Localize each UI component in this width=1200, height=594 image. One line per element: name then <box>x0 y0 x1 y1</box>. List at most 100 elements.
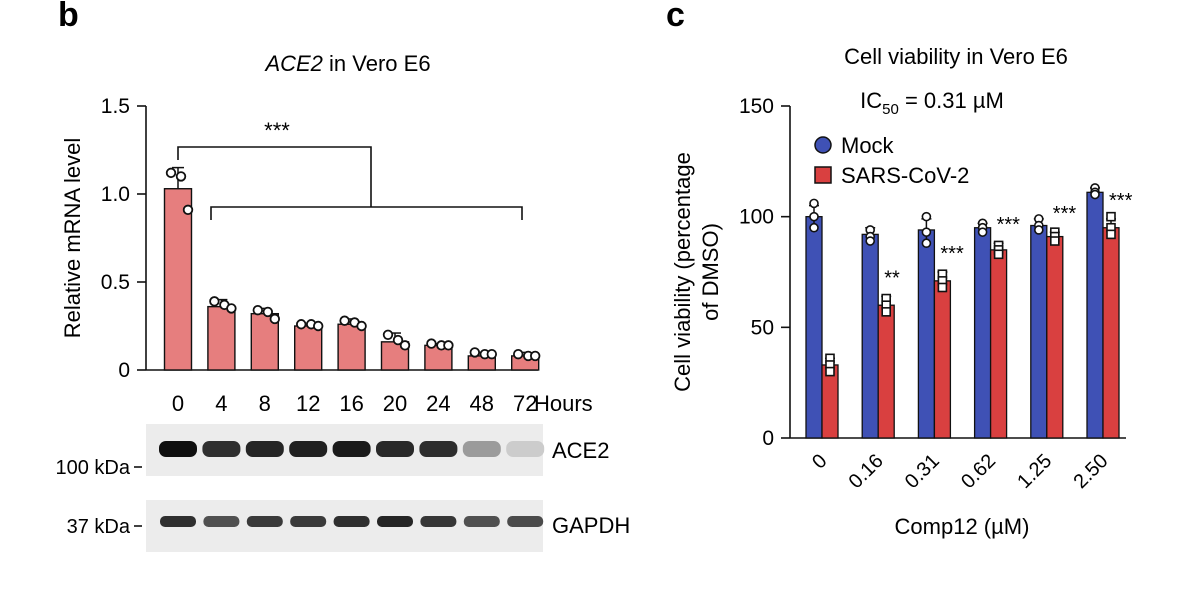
gapdh-marker-label: 37 kDa <box>67 516 131 538</box>
b-chart-title: ACE2 in Vero E6 <box>263 51 430 76</box>
b-data-point <box>443 340 454 351</box>
b-data-point <box>296 319 307 330</box>
legend-mock-label: Mock <box>841 133 895 158</box>
b-x-tick-labels: 0 4 8 12 16 20 24 48 72 <box>172 391 538 416</box>
b-x-tick-label: 16 <box>339 391 363 416</box>
c-data-point-sars <box>993 249 1004 260</box>
c-bar-sars <box>933 280 952 439</box>
gapdh-band <box>507 516 544 527</box>
gapdh-band <box>377 516 413 527</box>
c-y-tick-label: 150 <box>739 95 774 118</box>
ace2-marker-label: 100 kDa <box>56 457 131 479</box>
b-data-point <box>175 171 187 182</box>
b-x-tick-label: 0 <box>172 391 184 416</box>
c-data-point-sars <box>825 366 835 377</box>
c-ic50-prefix: IC <box>860 88 882 113</box>
c-bar-mock <box>1030 224 1048 439</box>
b-bar <box>207 305 236 371</box>
b-x-tick-label: 4 <box>215 391 227 416</box>
b-x-tick-label: 12 <box>296 391 320 416</box>
c-bar-sars <box>989 249 1008 439</box>
ace2-bands <box>159 441 545 457</box>
c-bar-sars <box>877 304 895 439</box>
gapdh-band <box>463 516 500 527</box>
c-data-point-mock <box>809 222 819 233</box>
gapdh-bands <box>160 516 544 527</box>
b-y-tick-label: 0 <box>118 359 130 382</box>
c-data-point-mock <box>865 236 876 246</box>
c-x-tick-label: 0.31 <box>901 450 944 493</box>
c-bars: ************** <box>805 183 1133 439</box>
b-title-gene: ACE2 <box>263 51 322 76</box>
ace2-band <box>332 441 371 457</box>
ace2-band <box>506 441 545 457</box>
c-x-axis-label: Comp12 (µM) <box>895 514 1030 539</box>
c-y-tick-label: 100 <box>739 206 774 229</box>
c-x-tick-label: 0.62 <box>957 450 1000 493</box>
c-data-point-mock <box>921 238 932 249</box>
c-data-point-sars <box>1050 236 1060 246</box>
b-x-tick-label: 48 <box>470 391 494 416</box>
gapdh-blot-label: GAPDH <box>552 513 630 538</box>
legend-mock-marker <box>814 136 832 154</box>
b-data-point <box>513 348 524 360</box>
c-sig-stars: *** <box>940 243 964 265</box>
legend-sars-label: SARS-CoV-2 <box>841 163 969 188</box>
b-data-point <box>165 167 177 179</box>
c-sig-stars: *** <box>1053 203 1077 225</box>
c-data-point-sars <box>1106 211 1116 222</box>
c-data-point-sars <box>937 282 948 293</box>
c-chart-title: Cell viability in Vero E6 <box>844 44 1068 69</box>
b-data-point <box>339 315 350 326</box>
b-x-tick-label: 72 <box>513 391 537 416</box>
b-x-tick-label: 20 <box>383 391 407 416</box>
c-bar-mock <box>1086 191 1104 439</box>
c-y-axis-label-line2: of DMSO) <box>698 223 723 321</box>
c-x-tick-labels: 0 0.16 0.31 0.62 1.25 2.50 <box>808 450 1112 493</box>
b-x-axis-label: Hours <box>534 391 593 416</box>
ace2-band <box>159 441 197 457</box>
ace2-band <box>202 441 241 457</box>
b-sig-stars: *** <box>264 118 290 143</box>
b-data-point <box>182 204 194 216</box>
b-bar <box>294 325 323 371</box>
b-data-point <box>313 320 324 332</box>
b-data-point <box>226 303 237 314</box>
panel-letter-b: b <box>58 0 79 34</box>
c-sig-stars: *** <box>997 214 1021 236</box>
c-ic50-sub: 50 <box>882 101 899 118</box>
gapdh-band <box>246 516 283 527</box>
c-y-axis-label-line1: Cell viability (percentage <box>670 152 695 392</box>
c-bar-mock <box>861 233 879 439</box>
c-bar-mock <box>917 229 936 439</box>
b-data-point <box>469 347 481 358</box>
c-ic50-rest: = 0.31 µM <box>899 88 1004 113</box>
b-data-point <box>269 313 281 325</box>
b-data-point <box>382 329 394 341</box>
ace2-band <box>245 441 284 457</box>
c-bar-sars <box>1046 235 1064 439</box>
panel-letter-c: c <box>666 0 685 34</box>
b-data-point <box>530 350 541 362</box>
c-data-point-mock <box>921 227 932 237</box>
b-x-tick-label: 24 <box>426 391 450 416</box>
b-data-point <box>262 306 274 318</box>
c-y-axis: 0 50 100 150 <box>739 95 790 450</box>
b-data-point <box>209 296 220 307</box>
b-data-point <box>399 340 411 351</box>
b-bar <box>337 323 366 371</box>
b-data-point <box>356 320 367 332</box>
b-y-axis-label: Relative mRNA level <box>60 138 85 339</box>
gapdh-band <box>290 516 327 527</box>
c-x-tick-label: 0.16 <box>845 450 888 493</box>
b-sig-bracket-top <box>177 146 372 207</box>
b-data-point <box>392 334 404 346</box>
c-ic50: IC50 = 0.31 µM <box>860 88 1004 118</box>
ace2-band <box>376 441 414 457</box>
gapdh-band <box>420 516 457 527</box>
c-bar-mock <box>973 227 992 439</box>
c-data-point-mock <box>809 211 819 222</box>
ace2-band <box>419 441 458 457</box>
c-y-tick-label: 50 <box>751 316 774 339</box>
